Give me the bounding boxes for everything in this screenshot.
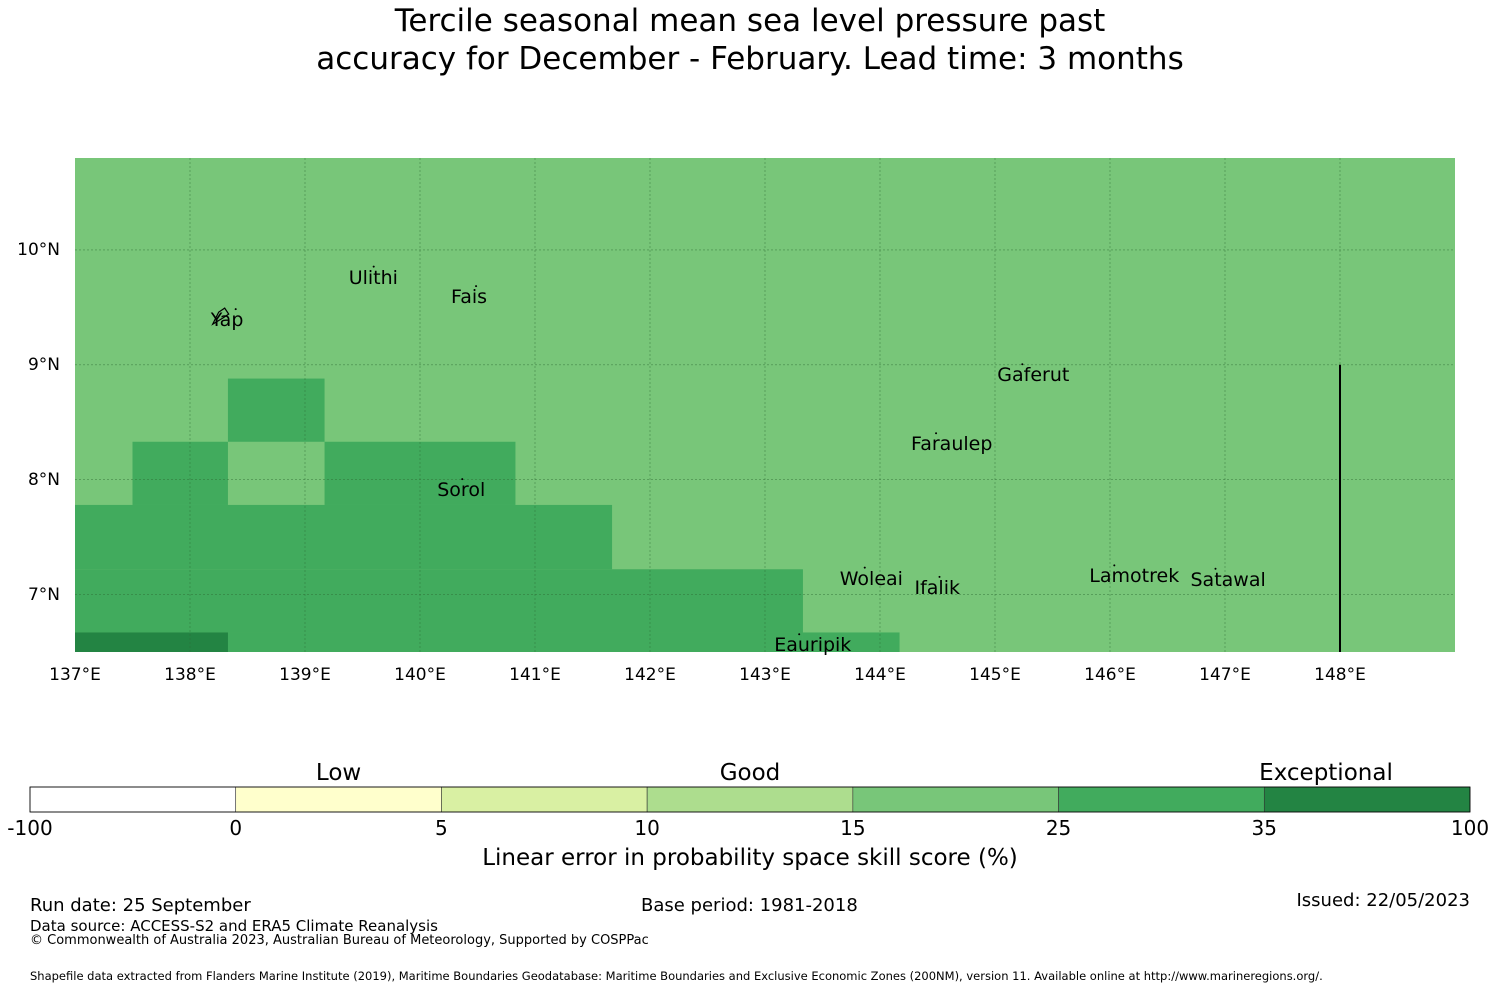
x-tick-label: 143°E	[739, 665, 791, 685]
place-label: Sorol	[437, 479, 486, 502]
colorbar-swatch	[441, 786, 648, 813]
island-marker	[938, 575, 941, 578]
issued-date: Issued: 22/05/2023	[1296, 890, 1470, 911]
x-tick-label: 137°E	[49, 665, 101, 685]
island-markers	[211, 265, 1217, 636]
y-tick-label: 8°N	[27, 469, 60, 490]
place-label: Fais	[451, 286, 488, 309]
y-tick-label: 10°N	[17, 239, 60, 260]
colorbar-tick-label: 25	[1045, 816, 1072, 840]
place-label: Woleai	[839, 567, 903, 590]
base-period: Base period: 1981-2018	[641, 895, 858, 916]
colorbar-swatch	[1058, 786, 1265, 813]
x-tick-label: 142°E	[624, 665, 676, 685]
skill-cell	[132, 441, 228, 505]
x-tick-label: 147°E	[1199, 665, 1251, 685]
x-tick-label: 138°E	[164, 665, 216, 685]
skill-cells	[75, 378, 900, 652]
x-tick-label: 144°E	[854, 665, 906, 685]
copyright: © Commonwealth of Australia 2023, Austra…	[30, 933, 649, 948]
skill-cell	[75, 569, 803, 633]
y-tick-label: 9°N	[27, 354, 60, 375]
data-source: Data source: ACCESS-S2 and ERA5 Climate …	[30, 917, 438, 935]
colorbar-swatch	[235, 786, 442, 813]
colorbar-category-label: Low	[315, 760, 362, 786]
yap-island-shape	[211, 307, 230, 326]
colorbar-tick-label: 15	[840, 816, 866, 840]
place-label: Eauripik	[774, 634, 852, 657]
colorbar-tick-label: -100	[7, 816, 53, 840]
colorbar-tick-label: 5	[435, 816, 448, 840]
island-marker	[798, 633, 801, 636]
colorbar-swatch	[852, 786, 1059, 813]
x-tick-label: 140°E	[394, 665, 446, 685]
colorbar-frame	[29, 786, 1471, 813]
chart-title: Tercile seasonal mean sea level pressure…	[0, 2, 1500, 78]
x-tick-label: 141°E	[509, 665, 561, 685]
colorbar-swatch	[29, 786, 237, 813]
skill-cell	[802, 632, 900, 652]
x-tick-label: 148°E	[1314, 665, 1366, 685]
x-tick-label: 145°E	[969, 665, 1021, 685]
shapefile-credit: Shapefile data extracted from Flanders M…	[30, 969, 1323, 983]
skill-cell	[227, 378, 325, 442]
island-marker	[475, 285, 478, 288]
chart-title-line-1: Tercile seasonal mean sea level pressure…	[394, 3, 1106, 39]
island-marker	[234, 308, 237, 311]
island-marker	[1021, 363, 1024, 366]
place-label: Lamotrek	[1089, 565, 1180, 588]
skill-cell	[75, 632, 803, 652]
colorbar-tick-label: 0	[229, 816, 243, 840]
colorbar-tick-label: 100	[1450, 816, 1490, 840]
y-tick-label: 7°N	[27, 584, 60, 605]
place-label: Faraulep	[911, 433, 993, 456]
colorbar-swatch	[646, 786, 854, 813]
colorbar-category-label: Good	[719, 760, 781, 786]
chart-title-line-2: accuracy for December - February. Lead t…	[316, 41, 1184, 77]
colorbar-tick-label: 10	[634, 816, 660, 840]
place-label: Gaferut	[997, 364, 1070, 387]
island-marker	[863, 566, 866, 569]
place-label: Yap	[210, 309, 244, 332]
island-marker	[461, 478, 464, 481]
island-marker	[935, 432, 938, 435]
colorbar-category-label: Exceptional	[1259, 760, 1393, 786]
skill-cell	[75, 632, 228, 652]
colorbar-label: Linear error in probability space skill …	[482, 845, 1018, 871]
colorbar-tick-label: 35	[1251, 816, 1278, 840]
graticule	[75, 158, 1455, 652]
island-marker	[1214, 567, 1217, 570]
colorbar-swatch	[1263, 786, 1471, 813]
place-label: Ifalik	[914, 576, 961, 599]
island-marker	[1113, 564, 1116, 567]
x-tick-label: 146°E	[1084, 665, 1136, 685]
run-date: Run date: 25 September	[30, 895, 251, 916]
x-tick-label: 139°E	[279, 665, 331, 685]
colorbar	[29, 786, 1471, 813]
place-label: Ulithi	[348, 266, 398, 289]
place-label: Satawal	[1190, 568, 1266, 591]
skill-cell	[75, 504, 613, 570]
island-marker	[372, 265, 375, 268]
